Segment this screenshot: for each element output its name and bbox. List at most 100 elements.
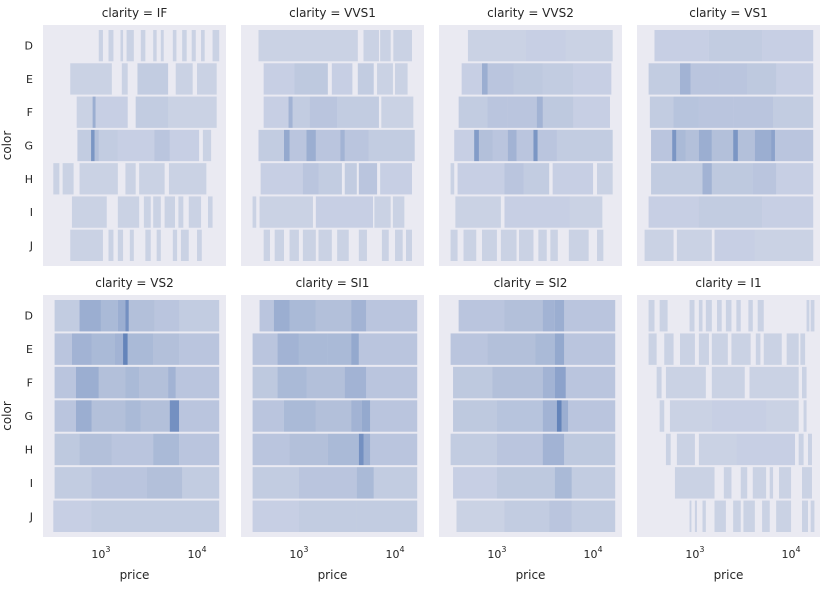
- y-tick-label: H: [25, 443, 33, 456]
- x-tick-label: 103: [487, 545, 506, 561]
- histogram-bin: [288, 96, 293, 128]
- histogram-bin: [188, 196, 202, 228]
- histogram-bin: [711, 333, 728, 365]
- histogram-bin: [564, 300, 616, 332]
- facet-panel: clarity = SI2 103 104 price: [439, 276, 622, 582]
- histogram-bin: [597, 163, 613, 195]
- histogram-bin: [453, 467, 497, 499]
- histogram-bin: [754, 229, 814, 261]
- histogram-bin: [368, 129, 415, 162]
- histogram-bin: [748, 300, 753, 332]
- histogram-bin: [298, 467, 357, 499]
- histogram-bin: [373, 467, 418, 499]
- histogram-bin: [457, 163, 505, 195]
- histogram-bin: [260, 163, 303, 195]
- histogram-bin: [111, 433, 154, 466]
- histogram-bin: [749, 366, 799, 399]
- histogram-bin: [714, 229, 755, 261]
- x-axis-label: price: [120, 568, 150, 582]
- histogram-bin: [492, 129, 508, 162]
- histogram-bin: [117, 196, 140, 228]
- plot-background: [43, 295, 226, 537]
- histogram-bin: [737, 129, 755, 162]
- histogram-bin: [258, 129, 284, 162]
- histogram-bin: [191, 30, 196, 62]
- histogram-bin: [139, 163, 165, 195]
- histogram-bin: [680, 333, 695, 365]
- histogram-bin: [392, 196, 405, 228]
- histogram-bin: [54, 433, 80, 466]
- histogram-bin: [680, 63, 691, 95]
- histogram-bin: [393, 30, 412, 62]
- histogram-bin: [252, 433, 290, 466]
- histogram-bin: [164, 196, 176, 228]
- histogram-bin: [698, 129, 712, 162]
- histogram-bin: [76, 96, 93, 128]
- histogram-bin: [554, 333, 565, 365]
- histogram-bin: [665, 366, 706, 399]
- histogram-bin: [146, 500, 220, 532]
- histogram-bin: [676, 129, 686, 162]
- histogram-bin: [94, 129, 99, 162]
- histogram-bin: [351, 333, 359, 365]
- histogram-bin: [126, 30, 134, 62]
- histogram-bin: [153, 433, 180, 466]
- panel-title: clarity = I1: [695, 276, 761, 290]
- histogram-bin: [79, 433, 112, 466]
- histogram-bin: [135, 96, 169, 128]
- x-axis-label: price: [516, 568, 546, 582]
- y-axis-label: color: [0, 131, 14, 161]
- histogram-bin: [571, 500, 616, 532]
- histogram-bin: [762, 500, 770, 532]
- histogram-bin: [725, 300, 732, 332]
- y-tick-label: E: [26, 73, 33, 86]
- histogram-bin: [754, 129, 772, 162]
- histogram-bin: [573, 96, 610, 128]
- histogram-bin: [125, 366, 140, 399]
- histogram-bin: [504, 196, 570, 228]
- histogram-bin: [478, 129, 493, 162]
- histogram-bin: [573, 63, 612, 95]
- histogram-bin: [776, 63, 814, 95]
- histogram-bin: [450, 163, 455, 195]
- histogram-bin: [800, 333, 806, 365]
- histogram-bin: [70, 229, 103, 261]
- histogram-bin: [358, 433, 364, 466]
- histogram-bin: [337, 229, 349, 261]
- histogram-bin: [114, 333, 124, 365]
- histogram-bin: [513, 63, 543, 95]
- histogram-bin: [564, 333, 616, 365]
- histogram-bin: [302, 229, 316, 261]
- histogram-bin: [702, 500, 706, 532]
- histogram-bin: [168, 366, 176, 399]
- histogram-bin: [140, 400, 170, 432]
- histogram-bin: [810, 300, 815, 332]
- histogram-bin: [180, 229, 189, 261]
- histogram-bin: [273, 300, 290, 332]
- histogram-bin: [274, 229, 284, 261]
- histogram-bin: [763, 333, 782, 365]
- histogram-bin: [306, 366, 345, 399]
- histogram-bin: [743, 500, 755, 532]
- x-axis-label: price: [318, 568, 348, 582]
- histogram-bin: [292, 96, 310, 128]
- histogram-bin: [95, 96, 128, 128]
- histogram-bin: [665, 433, 671, 466]
- histogram-bin: [197, 229, 202, 261]
- histogram-bin: [302, 163, 319, 195]
- histogram-bin: [736, 433, 796, 466]
- histogram-bin: [482, 229, 497, 261]
- histogram-bin: [556, 400, 562, 432]
- histogram-bin: [395, 63, 408, 95]
- histogram-bin: [461, 63, 482, 95]
- histogram-bin: [504, 300, 543, 332]
- histogram-bin: [649, 96, 674, 128]
- histogram-bin: [179, 433, 220, 466]
- histogram-bin: [450, 333, 488, 365]
- histogram-bin: [458, 300, 505, 332]
- histogram-bin: [711, 400, 767, 432]
- facet-panel: clarity = VVS2: [439, 6, 622, 266]
- histogram-bin: [309, 96, 338, 128]
- histogram-bin: [331, 63, 353, 95]
- histogram-bin: [79, 300, 101, 332]
